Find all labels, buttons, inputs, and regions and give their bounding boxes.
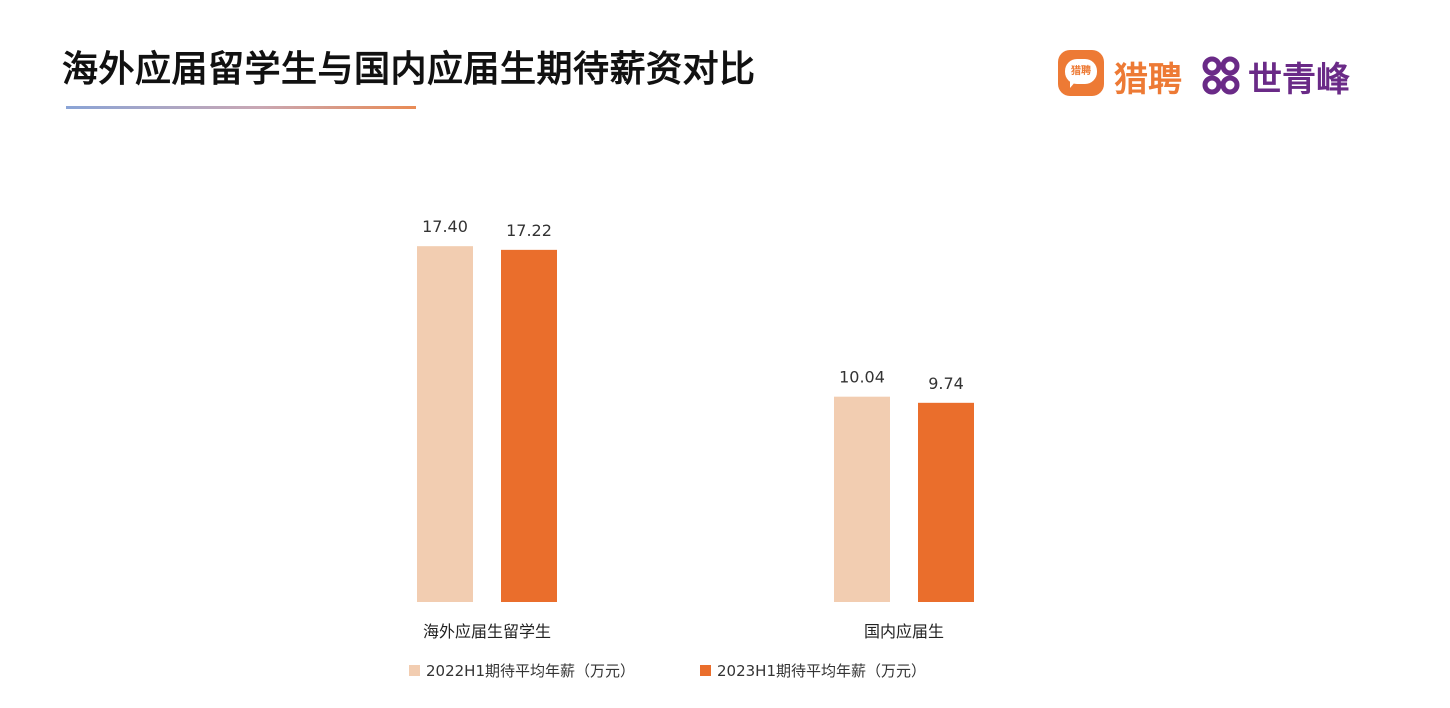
legend-swatch-2023 — [700, 665, 711, 676]
liepin-app-icon: 猎聘 — [1058, 50, 1104, 96]
legend-label-2023: 2023H1期待平均年薪（万元） — [717, 662, 926, 680]
chat-bubble-icon: 猎聘 — [1065, 59, 1097, 84]
bar-2022-1 — [834, 396, 890, 602]
legend-swatch-2022 — [409, 665, 420, 676]
bar-2023-1 — [918, 402, 974, 602]
bar-2022-0 — [417, 246, 473, 603]
legend-label-2022: 2022H1期待平均年薪（万元） — [426, 662, 635, 680]
category-label-0: 海外应届生留学生 — [423, 622, 551, 641]
legend-item-2022: 2022H1期待平均年薪（万元） — [409, 660, 635, 681]
legend-item-2023: 2023H1期待平均年薪（万元） — [700, 660, 926, 681]
shiqingfeng-mark-icon — [1202, 56, 1240, 95]
bar-2023-0 — [501, 249, 557, 602]
page-title: 海外应届留学生与国内应届生期待薪资对比 — [62, 49, 756, 90]
data-label-2023-0: 17.22 — [506, 221, 552, 240]
data-label-2023-1: 9.74 — [928, 374, 964, 393]
data-label-2022-1: 10.04 — [839, 368, 885, 387]
brand-shiqingfeng: 世青峰 — [1248, 60, 1350, 100]
category-label-1: 国内应届生 — [864, 622, 944, 641]
brand-liepin: 猎聘 — [1114, 60, 1182, 100]
title-underline — [66, 106, 416, 109]
data-label-2022-0: 17.40 — [422, 217, 468, 236]
